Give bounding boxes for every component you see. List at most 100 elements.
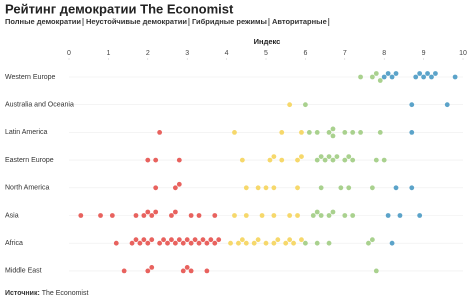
dot	[192, 237, 198, 243]
legend-item: Гибридные режимы	[192, 17, 267, 26]
dot	[358, 130, 363, 135]
dot	[236, 240, 241, 246]
dot	[342, 157, 348, 163]
dot	[180, 240, 186, 246]
dot	[172, 209, 178, 215]
dot	[149, 265, 155, 270]
dot	[295, 185, 300, 191]
dot	[145, 240, 151, 246]
dot	[172, 240, 178, 246]
dot	[342, 130, 348, 135]
dot	[279, 157, 285, 163]
dot	[358, 74, 363, 80]
dot	[373, 157, 379, 163]
dot	[373, 268, 379, 274]
dot	[377, 130, 383, 135]
dot	[153, 185, 159, 191]
dot	[326, 154, 332, 160]
x-tick-label: 2	[146, 50, 150, 57]
dot	[157, 130, 163, 135]
dot	[421, 74, 426, 80]
dot	[275, 237, 281, 243]
dot	[271, 213, 277, 218]
x-tick-label: 1	[106, 50, 110, 57]
dot	[326, 130, 332, 135]
x-tick-label: 5	[264, 50, 268, 57]
dot	[417, 213, 423, 218]
dot	[295, 157, 300, 163]
dot	[409, 185, 415, 191]
dot	[314, 209, 320, 215]
dot	[121, 268, 127, 274]
dot	[385, 71, 391, 76]
dot	[184, 237, 190, 243]
y-tick-label: Australia and Oceania	[5, 102, 74, 109]
x-tick-label: 7	[343, 50, 347, 57]
dot	[291, 240, 296, 246]
dot	[232, 130, 237, 135]
dot	[149, 237, 155, 243]
dot	[334, 154, 340, 160]
dot	[180, 268, 186, 274]
source: Источник: The Economist	[5, 290, 88, 297]
dot	[133, 213, 139, 218]
dot	[350, 213, 356, 218]
dot	[255, 185, 261, 191]
dot	[350, 157, 356, 163]
dot	[314, 240, 320, 246]
dot	[141, 213, 147, 218]
dot	[287, 237, 293, 243]
dot	[109, 213, 115, 218]
dot	[369, 185, 375, 191]
dot	[393, 185, 399, 191]
dot	[169, 237, 174, 243]
y-tick-label: Middle East	[5, 268, 42, 275]
dot	[303, 240, 308, 246]
dot	[322, 157, 328, 163]
dot	[129, 240, 135, 246]
dot	[366, 240, 371, 246]
source-text: The Economist	[42, 290, 89, 297]
x-tick-label: 6	[303, 50, 307, 57]
dot	[157, 240, 163, 246]
dot	[133, 237, 139, 243]
dot	[208, 237, 214, 243]
dot	[113, 240, 119, 246]
dot	[141, 237, 147, 243]
dot	[204, 268, 210, 274]
dot	[413, 74, 419, 80]
legend-item: Неустойчивые демократии	[86, 17, 187, 26]
dot	[417, 71, 423, 76]
dot	[381, 157, 387, 163]
dot	[326, 213, 332, 218]
dot	[145, 268, 151, 274]
dot	[326, 240, 332, 246]
dot	[299, 154, 304, 160]
dot	[232, 213, 237, 218]
dot	[397, 213, 403, 218]
dot	[409, 130, 415, 135]
x-tick-label: 9	[422, 50, 426, 57]
x-tick-label: 4	[225, 50, 229, 57]
dot	[299, 237, 304, 243]
dot	[239, 237, 245, 243]
legend-item: Авторитарные	[272, 17, 327, 26]
dot	[346, 185, 352, 191]
dot	[318, 213, 324, 218]
dot	[196, 240, 202, 246]
dot	[318, 154, 324, 160]
dot	[184, 265, 190, 270]
y-tick-label: Africa	[5, 240, 23, 247]
dot	[373, 71, 379, 76]
dot	[310, 213, 316, 218]
y-tick-label: Western Europe	[5, 74, 56, 81]
dot	[188, 268, 194, 274]
dot	[169, 213, 174, 218]
y-tick-label: Asia	[5, 212, 19, 219]
dot	[176, 157, 182, 163]
dot	[385, 213, 391, 218]
dot	[389, 240, 395, 246]
y-tick-label: North America	[5, 185, 49, 192]
chart-title: Рейтинг демократии The Economist	[5, 1, 234, 16]
